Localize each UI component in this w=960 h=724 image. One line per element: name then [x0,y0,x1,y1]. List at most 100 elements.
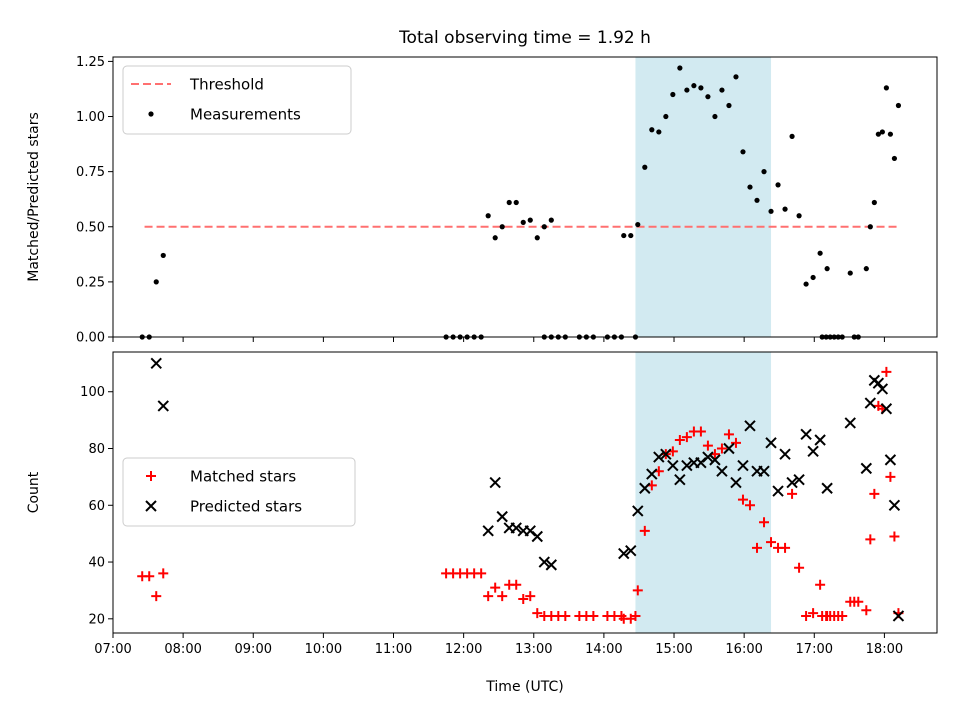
data-point [869,488,880,499]
x-tick-label: 07:00 [94,642,131,657]
data-point [625,544,637,557]
data-point [863,266,869,272]
y-axis-label: Matched/Predicted stars [26,112,42,282]
data-point [490,582,501,593]
data-point [642,164,648,170]
data-point [789,133,795,139]
data-point [151,591,162,602]
data-point [513,199,519,206]
series-plus [137,366,904,624]
data-point [538,556,550,568]
data-point [677,65,683,71]
data-point [520,219,526,225]
data-point [489,476,501,489]
data-point [733,74,739,80]
y-tick-label: 100 [80,385,105,400]
data-point [588,610,599,621]
series-x [150,357,905,622]
data-point [875,131,881,137]
data-point [817,250,823,256]
data-point [808,608,819,619]
data-point [670,91,676,98]
data-point [800,428,812,441]
data-point [775,182,781,188]
data-point [768,208,774,214]
data-point [628,232,634,239]
data-point [782,206,788,212]
data-point [674,434,685,445]
data-point [880,403,893,415]
data-point [534,235,540,241]
data-point [476,568,487,579]
data-point [485,213,491,219]
data-point [656,129,662,135]
data-point [702,451,714,463]
data-point [639,482,651,494]
y-tick-label: 0.75 [76,165,105,180]
series-dot [139,65,902,340]
data-point [892,610,905,622]
y-axis-label: Count [26,471,42,513]
data-point [765,437,777,449]
data-point [681,432,692,443]
data-point [761,169,767,175]
legend-label: Predicted stars [190,498,302,516]
data-point [754,197,760,203]
x-tick-label: 09:00 [235,642,272,657]
count-panel: 07:00 08:00 09:00 10:00 11:00 12:00 13:00 14:00… [26,351,938,657]
data-point [158,568,169,579]
data-point [160,252,166,259]
data-point [730,476,742,489]
data-point [747,184,753,190]
data-point [674,474,686,486]
data-point [709,454,721,466]
data-point [752,542,763,553]
plot-frame [112,351,938,634]
data-point [779,448,791,460]
legend-marker [146,471,156,481]
data-point [649,127,655,133]
data-point [867,224,873,230]
data-point [879,129,885,135]
y-tick-label: 1.00 [76,110,105,125]
data-point [618,547,630,560]
data-point [864,397,877,409]
data-point [766,537,777,548]
data-point [518,593,529,604]
legend-label: Threshold [189,76,264,94]
data-point [497,591,508,602]
data-point [853,596,864,607]
data-point [681,459,693,472]
data-point [150,357,162,370]
x-tick-label: 16:00 [725,642,762,657]
data-point [499,224,505,230]
data-point [639,525,650,536]
data-point [506,199,512,206]
data-point [737,494,748,505]
legend-marker [148,111,154,117]
data-point [695,426,706,437]
data-point [560,610,571,621]
data-point [483,591,494,602]
observing-span [635,352,772,633]
data-point [887,131,894,137]
x-tick-label: 11:00 [375,642,412,657]
data-point [525,591,536,602]
y-tick-label: 80 [88,442,105,457]
data-point [548,217,554,223]
data-point [712,113,718,120]
legend-box [122,65,352,135]
data-point [492,235,498,241]
data-point [667,459,679,472]
data-point [847,270,853,276]
data-point [837,610,848,621]
y-tick-label: 0.25 [76,275,105,290]
data-point [815,579,826,590]
data-point [803,281,809,287]
data-point [702,440,713,451]
data-point [632,505,644,517]
data-point [821,482,833,494]
data-point [871,199,877,206]
data-point [157,400,169,412]
legend: Threshold Measurements [122,65,352,135]
